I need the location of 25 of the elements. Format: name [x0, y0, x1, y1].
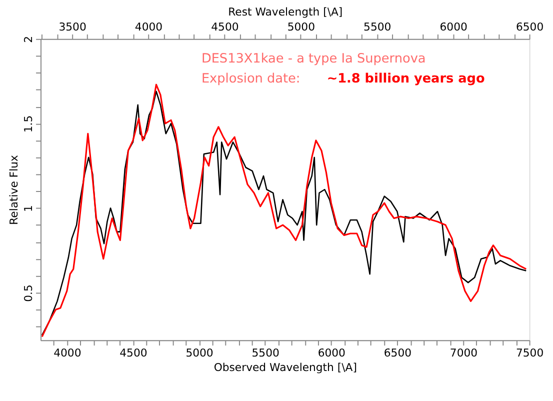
x-tick-label: 4500 [120, 346, 148, 360]
x-tick-label: 5000 [186, 346, 214, 360]
x2-tick-label: 5500 [364, 20, 392, 34]
x2-tick-label: 6500 [516, 20, 544, 34]
x-tick-label: 6000 [318, 346, 346, 360]
y-tick-label: 1 [22, 205, 36, 212]
y-tick-label: 2 [22, 36, 36, 43]
x2-tick-label: 4500 [211, 20, 239, 34]
annotation: Explosion date: [201, 71, 300, 86]
x-tick-label: 4000 [54, 346, 82, 360]
x-tick-label: 7000 [450, 346, 478, 360]
x2-tick-label: 5000 [287, 20, 316, 34]
x2-tick-label: 4000 [134, 20, 163, 34]
annotation: DES13X1kae - a type Ia Supernova [201, 52, 426, 67]
x2-tick-label: 6000 [440, 20, 468, 34]
x-tick-label: 7500 [516, 346, 544, 360]
x2-axis-title: Rest Wavelength [\A] [228, 6, 343, 19]
annotation: ~1.8 billion years ago [326, 71, 485, 86]
x-axis-title: Observed Wavelength [\A] [214, 361, 357, 374]
x-tick-label: 5500 [252, 346, 280, 360]
x2-tick-label: 3500 [58, 20, 86, 34]
y-axis-title: Relative Flux [7, 154, 20, 225]
x-tick-label: 6500 [384, 346, 412, 360]
y-tick-label: 1.5 [22, 115, 36, 133]
y-tick-label: 0.5 [22, 284, 36, 302]
